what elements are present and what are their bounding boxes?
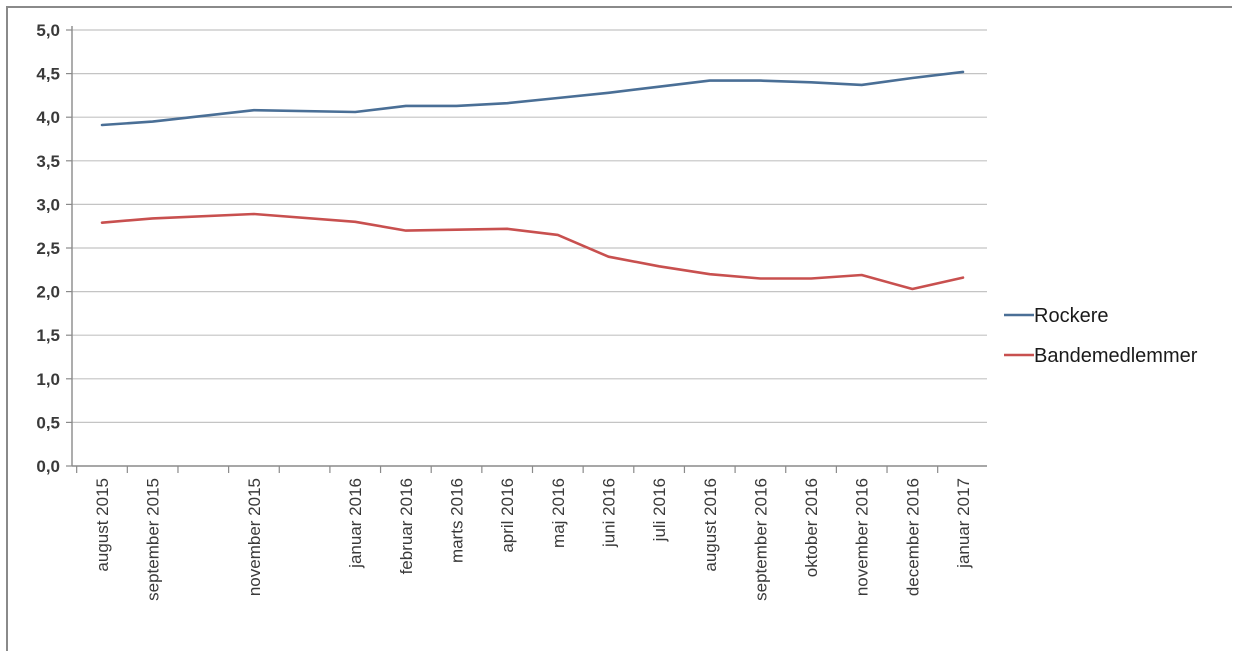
chart-frame xyxy=(6,6,1232,651)
legend-label: Rockere xyxy=(1034,305,1108,327)
y-tick-label: 1,0 xyxy=(36,370,60,389)
gridlines xyxy=(72,29,987,423)
y-tick-labels: 0,0 0,5 1,0 1,5 2,0 2,5 3,0 3,5 4,0 4,5 5,0 xyxy=(36,21,60,476)
x-tick-label: november 2015 xyxy=(245,478,264,596)
y-tick-label: 4,5 xyxy=(36,65,60,84)
x-tick-label: maj 2016 xyxy=(549,478,568,548)
x-tick-label: oktober 2016 xyxy=(802,478,821,577)
x-tick-label: marts 2016 xyxy=(448,478,467,563)
x-tick-label: december 2016 xyxy=(903,478,922,596)
x-tick-label: januar 2017 xyxy=(954,478,973,569)
x-tick-label: september 2015 xyxy=(144,478,163,601)
y-tick-label: 0,5 xyxy=(36,413,60,432)
x-tick-label: august 2016 xyxy=(701,478,720,572)
y-tick-label: 4,0 xyxy=(36,108,60,127)
x-tick-label: juni 2016 xyxy=(599,478,618,548)
y-tick-label: 0,0 xyxy=(36,457,60,476)
series-lines xyxy=(100,70,965,291)
y-tick-label: 3,0 xyxy=(36,195,60,214)
x-tick-label: juli 2016 xyxy=(650,478,669,542)
x-tick-label: januar 2016 xyxy=(346,478,365,569)
legend: Rockere Bandemedlemmer xyxy=(1004,305,1198,367)
y-tick-label: 5,0 xyxy=(36,21,60,40)
legend-label: Bandemedlemmer xyxy=(1034,345,1198,367)
y-tick-label: 1,5 xyxy=(36,326,60,345)
y-tick-label: 2,5 xyxy=(36,239,60,258)
x-tick-label: november 2016 xyxy=(853,478,872,596)
x-tick-label: september 2016 xyxy=(751,478,770,601)
series-line-rockere xyxy=(100,70,965,127)
x-tick-label: august 2015 xyxy=(93,478,112,572)
x-tick-labels: august 2015 september 2015 november 2015 ja… xyxy=(93,478,973,601)
y-tick-label: 3,5 xyxy=(36,152,60,171)
x-tick-label: februar 2016 xyxy=(397,478,416,574)
series-line-bandemedlemmer xyxy=(100,212,965,291)
y-tick-label: 2,0 xyxy=(36,283,60,302)
axes xyxy=(66,26,987,473)
x-tick-label: april 2016 xyxy=(498,478,517,553)
